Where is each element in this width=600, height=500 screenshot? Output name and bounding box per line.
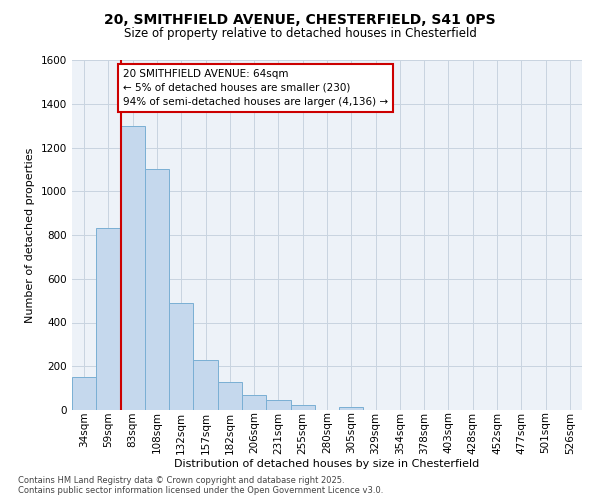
Bar: [96, 228, 121, 410]
Bar: [169, 303, 193, 410]
Bar: [242, 394, 266, 410]
Bar: [266, 400, 290, 410]
Bar: [218, 382, 242, 410]
Y-axis label: Number of detached properties: Number of detached properties: [25, 148, 35, 322]
Bar: [121, 126, 145, 410]
Text: Contains HM Land Registry data © Crown copyright and database right 2025.
Contai: Contains HM Land Registry data © Crown c…: [18, 476, 383, 495]
X-axis label: Distribution of detached houses by size in Chesterfield: Distribution of detached houses by size …: [175, 459, 479, 469]
Text: Size of property relative to detached houses in Chesterfield: Size of property relative to detached ho…: [124, 28, 476, 40]
Text: 20 SMITHFIELD AVENUE: 64sqm
← 5% of detached houses are smaller (230)
94% of sem: 20 SMITHFIELD AVENUE: 64sqm ← 5% of deta…: [123, 68, 388, 107]
Bar: [193, 360, 218, 410]
Bar: [290, 404, 315, 410]
Bar: [145, 170, 169, 410]
Bar: [339, 406, 364, 410]
Text: 20, SMITHFIELD AVENUE, CHESTERFIELD, S41 0PS: 20, SMITHFIELD AVENUE, CHESTERFIELD, S41…: [104, 12, 496, 26]
Bar: [72, 377, 96, 410]
